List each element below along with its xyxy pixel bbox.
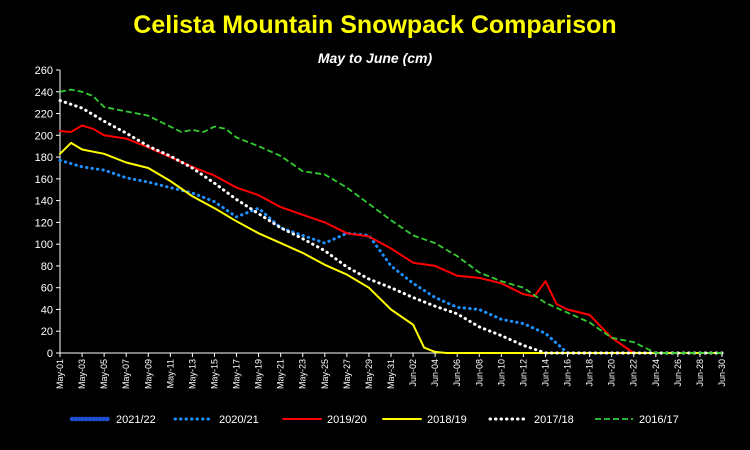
- legend-label: 2018/19: [427, 414, 467, 426]
- x-tick-label: May-23: [298, 359, 308, 389]
- x-tick-label: Jun-30: [717, 359, 727, 387]
- x-tick-label: Jun-06: [452, 359, 462, 387]
- series-line-2020-21: [58, 158, 724, 355]
- x-tick-label: May-19: [254, 359, 264, 389]
- series-lines: [58, 88, 724, 355]
- series-line-2018-19: [59, 141, 723, 354]
- y-tick-label: 20: [41, 326, 53, 338]
- y-tick-label: 160: [35, 174, 53, 186]
- y-tick-label: 0: [47, 348, 53, 360]
- x-tick-label: May-21: [276, 359, 286, 389]
- y-tick-label: 80: [41, 261, 53, 273]
- x-axis-ticks: May-01 May-03 May-05 May-07 May-09 May-11 May-…: [55, 353, 727, 389]
- legend-label: 2020/21: [219, 414, 259, 426]
- series-line-2017-18: [58, 99, 724, 355]
- x-tick-label: May-29: [364, 359, 374, 389]
- y-tick-label: 200: [35, 130, 53, 142]
- legend-label: 2016/17: [639, 414, 679, 426]
- x-tick-label: Jun-04: [430, 359, 440, 387]
- x-tick-label: May-31: [386, 359, 396, 389]
- x-tick-label: May-09: [143, 359, 153, 389]
- legend-label: 2019/20: [327, 414, 367, 426]
- y-axis-ticks: 0 20 40 60 80 100 120 140 160 180 200 220 240 260: [35, 65, 60, 360]
- x-tick-label: Jun-02: [408, 359, 418, 387]
- y-tick-label: 40: [41, 304, 53, 316]
- x-tick-label: May-11: [165, 359, 175, 388]
- legend-label: 2017/18: [534, 414, 574, 426]
- x-tick-label: May-15: [209, 359, 219, 389]
- chart-subtitle: May to June (cm): [318, 50, 433, 66]
- x-tick-label: Jun-18: [585, 359, 595, 387]
- y-tick-label: 100: [35, 239, 53, 251]
- y-tick-label: 180: [35, 152, 53, 164]
- legend-label: 2021/22: [116, 414, 156, 426]
- series-line-2016-17: [59, 88, 722, 354]
- y-tick-label: 140: [35, 196, 53, 208]
- x-tick-label: May-17: [232, 359, 242, 389]
- x-tick-label: Jun-12: [518, 359, 528, 387]
- y-tick-label: 220: [35, 109, 53, 121]
- x-tick-label: Jun-10: [496, 359, 506, 387]
- x-tick-label: May-05: [99, 359, 109, 389]
- x-tick-label: Jun-24: [651, 359, 661, 387]
- x-tick-label: Jun-20: [607, 359, 617, 387]
- y-tick-label: 120: [35, 217, 53, 229]
- x-tick-label: Jun-14: [540, 359, 550, 387]
- y-tick-label: 240: [35, 87, 53, 99]
- x-tick-label: May-25: [320, 359, 330, 389]
- x-tick-label: Jun-28: [695, 359, 705, 387]
- x-tick-label: May-01: [55, 359, 65, 389]
- x-tick-label: Jun-22: [629, 359, 639, 387]
- x-tick-label: May-27: [342, 359, 352, 389]
- series-line-2019-20: [59, 124, 723, 354]
- x-tick-label: May-07: [121, 359, 131, 389]
- y-tick-label: 60: [41, 283, 53, 295]
- x-tick-label: Jun-08: [474, 359, 484, 387]
- y-tick-label: 260: [35, 65, 53, 77]
- chart-title: Celista Mountain Snowpack Comparison: [133, 11, 616, 39]
- x-tick-label: May-03: [77, 359, 87, 389]
- legend: 2021/22 2020/21 2019/20 2018/19 2017/18 2016/…: [69, 414, 679, 426]
- x-tick-label: Jun-26: [673, 359, 683, 387]
- x-tick-label: Jun-16: [563, 359, 573, 387]
- x-tick-label: May-13: [187, 359, 197, 389]
